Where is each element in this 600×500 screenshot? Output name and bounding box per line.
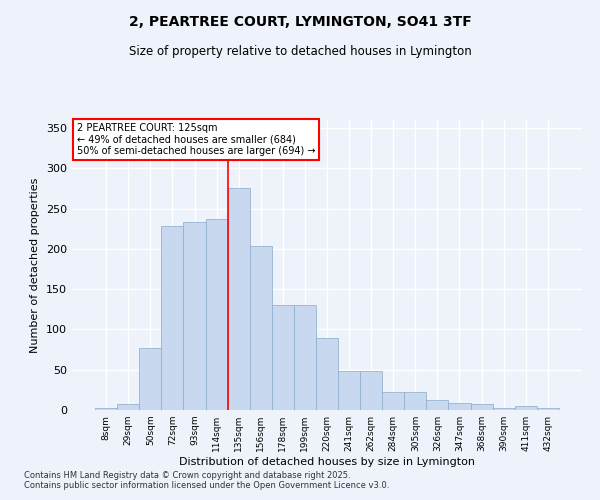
Bar (427, 400, 448, 410)
Bar (515, 406, 537, 410)
Bar (227, 188, 250, 410)
Bar (117, 404, 139, 410)
X-axis label: Distribution of detached houses by size in Lymington: Distribution of detached houses by size … (179, 457, 475, 467)
Bar (470, 404, 493, 410)
Bar (139, 348, 161, 410)
Bar (338, 372, 360, 410)
Bar (316, 338, 338, 410)
Text: 2, PEARTREE COURT, LYMINGTON, SO41 3TF: 2, PEARTREE COURT, LYMINGTON, SO41 3TF (128, 15, 472, 29)
Text: 2 PEARTREE COURT: 125sqm
← 49% of detached houses are smaller (684)
50% of semi-: 2 PEARTREE COURT: 125sqm ← 49% of detach… (77, 123, 316, 156)
Bar (294, 306, 316, 410)
Bar (360, 372, 382, 410)
Text: Contains HM Land Registry data © Crown copyright and database right 2025.
Contai: Contains HM Land Registry data © Crown c… (24, 470, 389, 490)
Bar (404, 392, 427, 410)
Bar (493, 408, 515, 410)
Bar (95, 408, 117, 410)
Bar (382, 392, 404, 410)
Text: Size of property relative to detached houses in Lymington: Size of property relative to detached ho… (128, 45, 472, 58)
Bar (161, 226, 184, 410)
Y-axis label: Number of detached properties: Number of detached properties (31, 178, 40, 352)
Bar (272, 306, 294, 410)
Bar (448, 403, 470, 410)
Bar (206, 219, 227, 410)
Bar (537, 408, 559, 410)
Bar (184, 222, 206, 410)
Bar (250, 246, 272, 410)
